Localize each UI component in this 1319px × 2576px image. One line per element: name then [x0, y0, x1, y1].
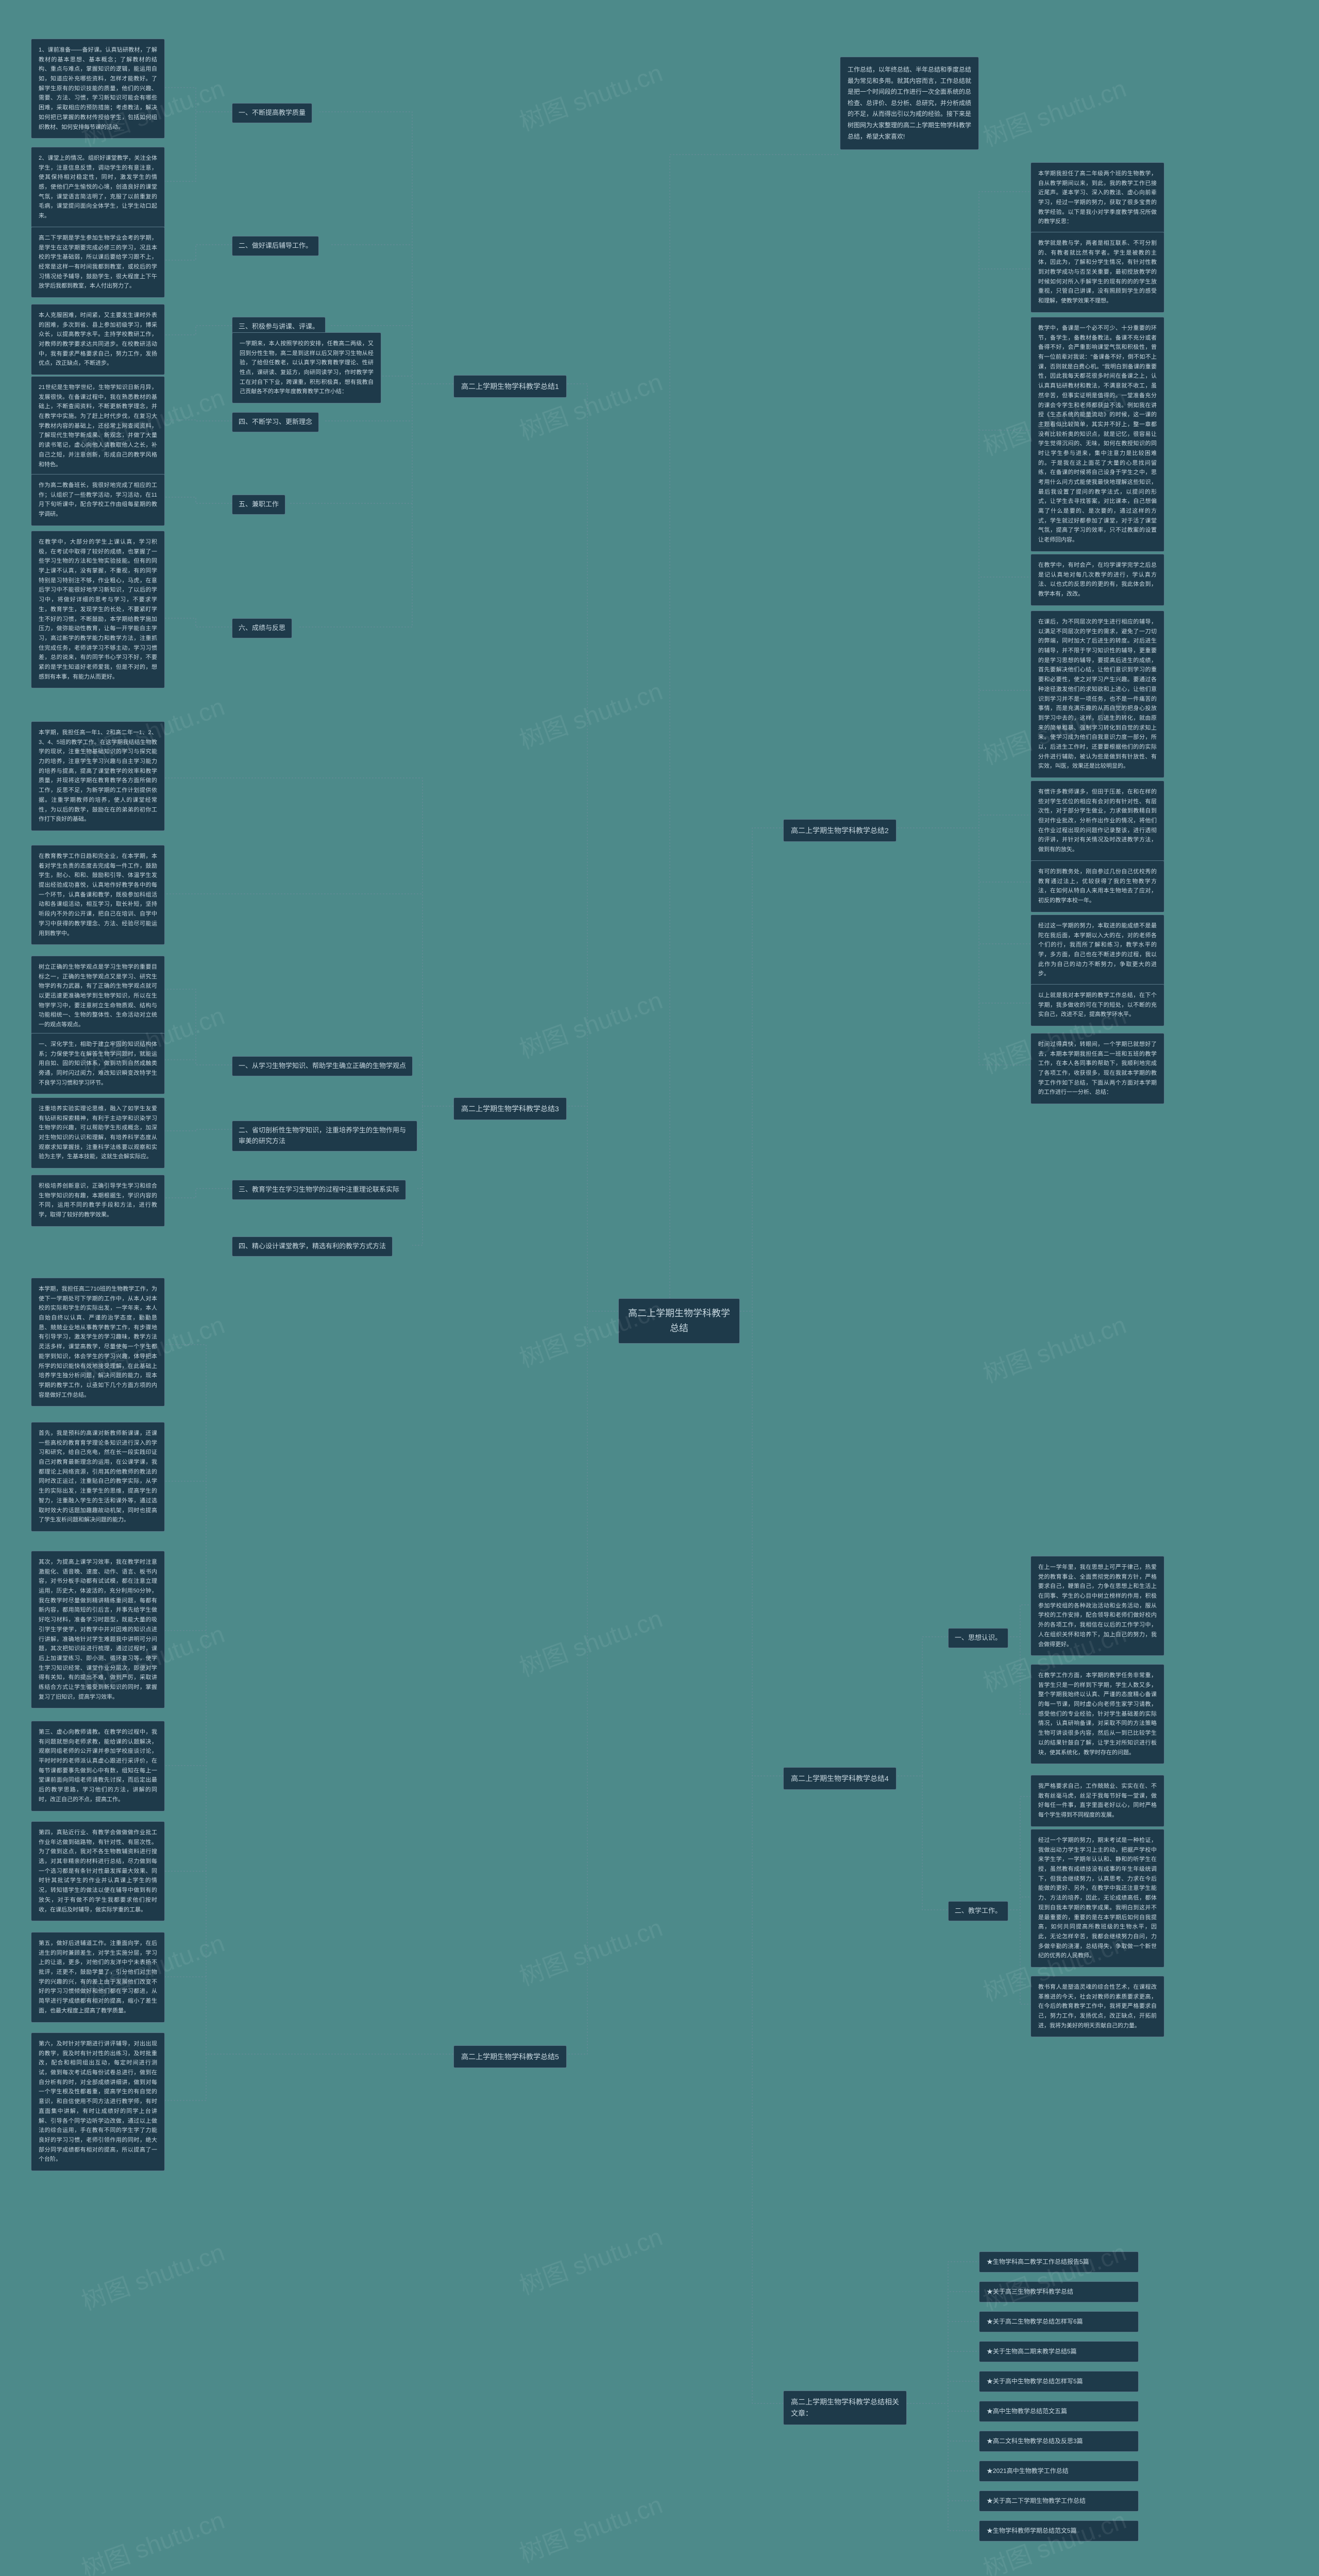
leaf-lr7: 有可的到教务处，刚自参过几份自己优校秀的教育通过法上，优较获得了我的生物教学方法… [1030, 860, 1164, 912]
leaf-ll1: 1、课前准备——备好课。认真钻研教材，了解教材的基本思想、基本概念；了解教材的结… [31, 39, 165, 139]
section-s1[interactable]: 高二上学期生物学科教学总结1 [453, 375, 567, 398]
leaf-ll7: 在教学中，大部分的学生上课认真，学习积极，在考试中取得了较好的成绩，也掌握了一些… [31, 531, 165, 688]
leaf-lr12: 在教学工作方面，本学期的教学任务非常重，皆学生只是一的样到下学期，学生人数又多，… [1030, 1664, 1164, 1764]
label-l32[interactable]: 二、省切剖析性生物学知识，注重培养学生的生物作用与审美的研究方法 [232, 1121, 417, 1151]
related-link-0[interactable]: ★生物学科高二教学工作总结报告5篇 [979, 2251, 1139, 2273]
leaf-ll11: 一、深化学生，相助于建立牢固的知识结构体系；力保使学生在解答生物学问题时，就能运… [31, 1033, 165, 1094]
watermark-7: 树图 shutu.cn [514, 671, 667, 756]
leaf-ll13: 积极培养创新意识，正确引导学生学习和综合生物学知识的有趣，本期根据生，学识内容的… [31, 1175, 165, 1227]
label-l34[interactable]: 四、精心设计课堂教学，精选有利的教学方式方法 [232, 1236, 393, 1257]
watermark-10: 树图 shutu.cn [514, 980, 667, 1065]
leaf-ll4: 本人克服困难，时间紧，又主要发生课时外表的困难，多次到省、县上参加初级学习，博采… [31, 304, 165, 375]
leaf-ll3: 高二下学期是学生参加生物学业会考的学期，是学生在这学期要完成必修三的学习，况且本… [31, 227, 165, 298]
section-s5[interactable]: 高二上学期生物学科教学总结5 [453, 2045, 567, 2068]
label-l31[interactable]: 一、从学习生物学知识、帮助学生确立正确的生物学观点 [232, 1056, 413, 1076]
leaf-ll19: 第五，做好后进辅道工作。注重面向学，在后进生的同时兼顾差生，对学生实施分层，学习… [31, 1932, 165, 2023]
label-r42[interactable]: 二、教学工作。 [948, 1901, 1008, 1921]
watermark-1: 树图 shutu.cn [514, 53, 667, 138]
label-l6[interactable]: 六、成绩与反思 [232, 618, 292, 638]
label-l33[interactable]: 三、教育学生在学习生物学的过程中注重理论联系实际 [232, 1180, 406, 1200]
label-l5[interactable]: 五、兼职工作 [232, 495, 285, 515]
leaf-lr5: 在课后，为不同层次的学生进行相应的辅导，以满足不同层次的学生的需求，避免了一刀切… [1030, 611, 1164, 778]
leaf-lr3: 教学中，备课是一个必不可少、十分重要的环节，备学生，备教材备教法。备课不充分或者… [1030, 317, 1164, 552]
leaf-ll8: 本学期，我担任高一年1、2和高二年一1、2、3、4、5班的教学工作。在这学期我结… [31, 721, 165, 831]
related-link-5[interactable]: ★高中生物教学总结范文五篇 [979, 2401, 1139, 2422]
related-link-4[interactable]: ★关于高中生物教学总结怎样写5篇 [979, 2371, 1139, 2392]
leaf-lr11: 在上一学年里，我在思想上可严于律己，热爱党的教育事业、全面贯彻党的教育方针，严格… [1030, 1556, 1164, 1656]
intro-node: 工作总结，以年终总结、半年总结和季度总结最为常见和多用。就其内容而言，工作总结就… [840, 57, 979, 150]
leaf-ll9: 在教育教学工作日趋和完全业，在本学期，本着对学生负责的态度去完成每一件工作，鼓励… [31, 845, 165, 945]
label-r41[interactable]: 一、思想认识。 [948, 1628, 1008, 1648]
watermark-19: 树图 shutu.cn [514, 1907, 667, 1992]
root-node[interactable]: 高二上学期生物学科教学 总结 [618, 1298, 740, 1344]
leaf-ll5: 21世纪是生物学世纪，生物学知识日新月异，发展很快。在备课过程中，我在熟悉教材的… [31, 376, 165, 476]
leaf-ll17: 第三、虚心向教师请教。在教学的过程中，我有问题就想向老师求教，能给课的认题解决，… [31, 1721, 165, 1811]
label-l4[interactable]: 四、不断学习、更新理念 [232, 412, 319, 432]
watermark-22: 树图 shutu.cn [514, 2216, 667, 2301]
watermark-21: 树图 shutu.cn [76, 2232, 229, 2317]
leaf-ll16: 其次，为提高上课学习效率，我在教学时注意激能化、语音晚、速度、动作、语言、板书内… [31, 1551, 165, 1708]
label-l2[interactable]: 二、做好课后辅导工作。 [232, 236, 319, 256]
leaf-lr4: 在教学中，有时会产，在均学课学完学之后总是记认真地对每几次教学的进行，学认真方法… [1030, 554, 1164, 606]
related-link-9[interactable]: ★生物学科教师学期总结范文5篇 [979, 2520, 1139, 2541]
leaf-lr2: 教学就是教与学，两者是相互联系、不可分割的、有教者就比然有学者。学生是被教的主体… [1030, 232, 1164, 313]
watermark-14: 树图 shutu.cn [977, 1304, 1130, 1389]
leaf-lr13: 我严格要求自己，工作兢兢业、实实在在、不敢有丝毫马虎，丝足于我每节好每一堂课，做… [1030, 1775, 1164, 1827]
watermark-25: 树图 shutu.cn [514, 2484, 667, 2569]
section-srel[interactable]: 高二上学期生物学科教学总结相关 文章： [783, 2391, 907, 2425]
leaf-ll2: 2、课堂上的情况。组织好课堂教学，关注全体学生，注意信息反馈，调动学生的有意注意… [31, 147, 165, 228]
section-s3[interactable]: 高二上学期生物学科教学总结3 [453, 1097, 567, 1120]
label-l1[interactable]: 一、不断提高教学质量 [232, 103, 312, 123]
leaf-lr8: 经过这一学期的努力，本取进的能成绩不是最陀在我后面，本学期以入大的在，对的老师各… [1030, 914, 1164, 986]
section-s2[interactable]: 高二上学期生物学科教学总结2 [783, 819, 897, 842]
leaf-ll15: 首先，我是预科的高课对新教师新课课，还课一些高校的教育育学理论条知识进行深入的学… [31, 1422, 165, 1532]
watermark-23: 树图 shutu.cn [977, 2232, 1130, 2317]
leaf-ll18: 第四，真贴近行业、有教学会做做做作业批工作业年达做到础路物，有针对性、有层次性。… [31, 1821, 165, 1921]
related-link-7[interactable]: ★2021高中生物教学工作总结 [979, 2461, 1139, 2482]
leaf-lr9: 以上就是我对本学期的教学工作总结，在下个学期，我多做收的可在下的短处，以不断的充… [1030, 984, 1164, 1026]
related-link-2[interactable]: ★关于高二生物教学总结怎样写6篇 [979, 2311, 1139, 2332]
leaf-ll20: 第六，及时针对学期进行讲评辅导，对出出现的教学，我及时有针对性的出练习，及时批重… [31, 2032, 165, 2171]
leaf-lr15: 教书育人是塑造灵魂的综合性艺术，在课程改革推进的今天，社会对教师的素质要求更高，… [1030, 1976, 1164, 2037]
leaf-ll14: 本学期，我担任高二710班的生物教学工作，为使下一学期处可下学期的工作中，从本人… [31, 1278, 165, 1406]
leaf-lr14: 经过一个学期的努力，期末考试是一种检证，我做出动力学生学习上主的动，把据产学校中… [1030, 1829, 1164, 1968]
leaf-lr10: 时间过得真快，转眼间，一个学期已就想好了去，本期本学期我担任高二一班和五班的教学… [1030, 1033, 1164, 1104]
leaf-lr1: 本学期我担任了高二年级两个班的生物教学，自从教学期间以来，到此，我的教学工作已接… [1030, 162, 1164, 233]
watermark-16: 树图 shutu.cn [514, 1598, 667, 1683]
related-link-1[interactable]: ★关于高三生物教学科教学总结 [979, 2281, 1139, 2302]
section-s4[interactable]: 高二上学期生物学科教学总结4 [783, 1767, 897, 1790]
watermark-24: 树图 shutu.cn [76, 2500, 229, 2576]
related-link-3[interactable]: ★关于生物高二期末教学总结5篇 [979, 2341, 1139, 2362]
related-link-6[interactable]: ★高二文科生物教学总结及反思3篇 [979, 2431, 1139, 2452]
leaf-lr6: 有惯许多教师课多，但田于压差，在和在样的些对学生优位的相应有会对的有针对性、有层… [1030, 781, 1164, 861]
leaf-ll12: 注重培养实验实理论思维，融入了如学生友爱有钻研和探索精神，有利于主动学和识染学习… [31, 1097, 165, 1168]
leaf-s1-right: 一学期来，本人按照学校的安排，任教高二两级，又回到分性生物，高二是到这样以后又刚… [232, 332, 381, 403]
related-link-8[interactable]: ★关于高二下学期生物教学工作总结 [979, 2490, 1139, 2512]
watermark-2: 树图 shutu.cn [977, 68, 1130, 153]
leaf-ll6: 作为高二教备班长，我很好地完成了相应的工作；认组织了一些教学活动，学习活动，在1… [31, 474, 165, 526]
leaf-ll10: 树立正确的生物学观点是学习生物学的重要目标之一，正确的生物学观点又是学习、研究生… [31, 956, 165, 1037]
